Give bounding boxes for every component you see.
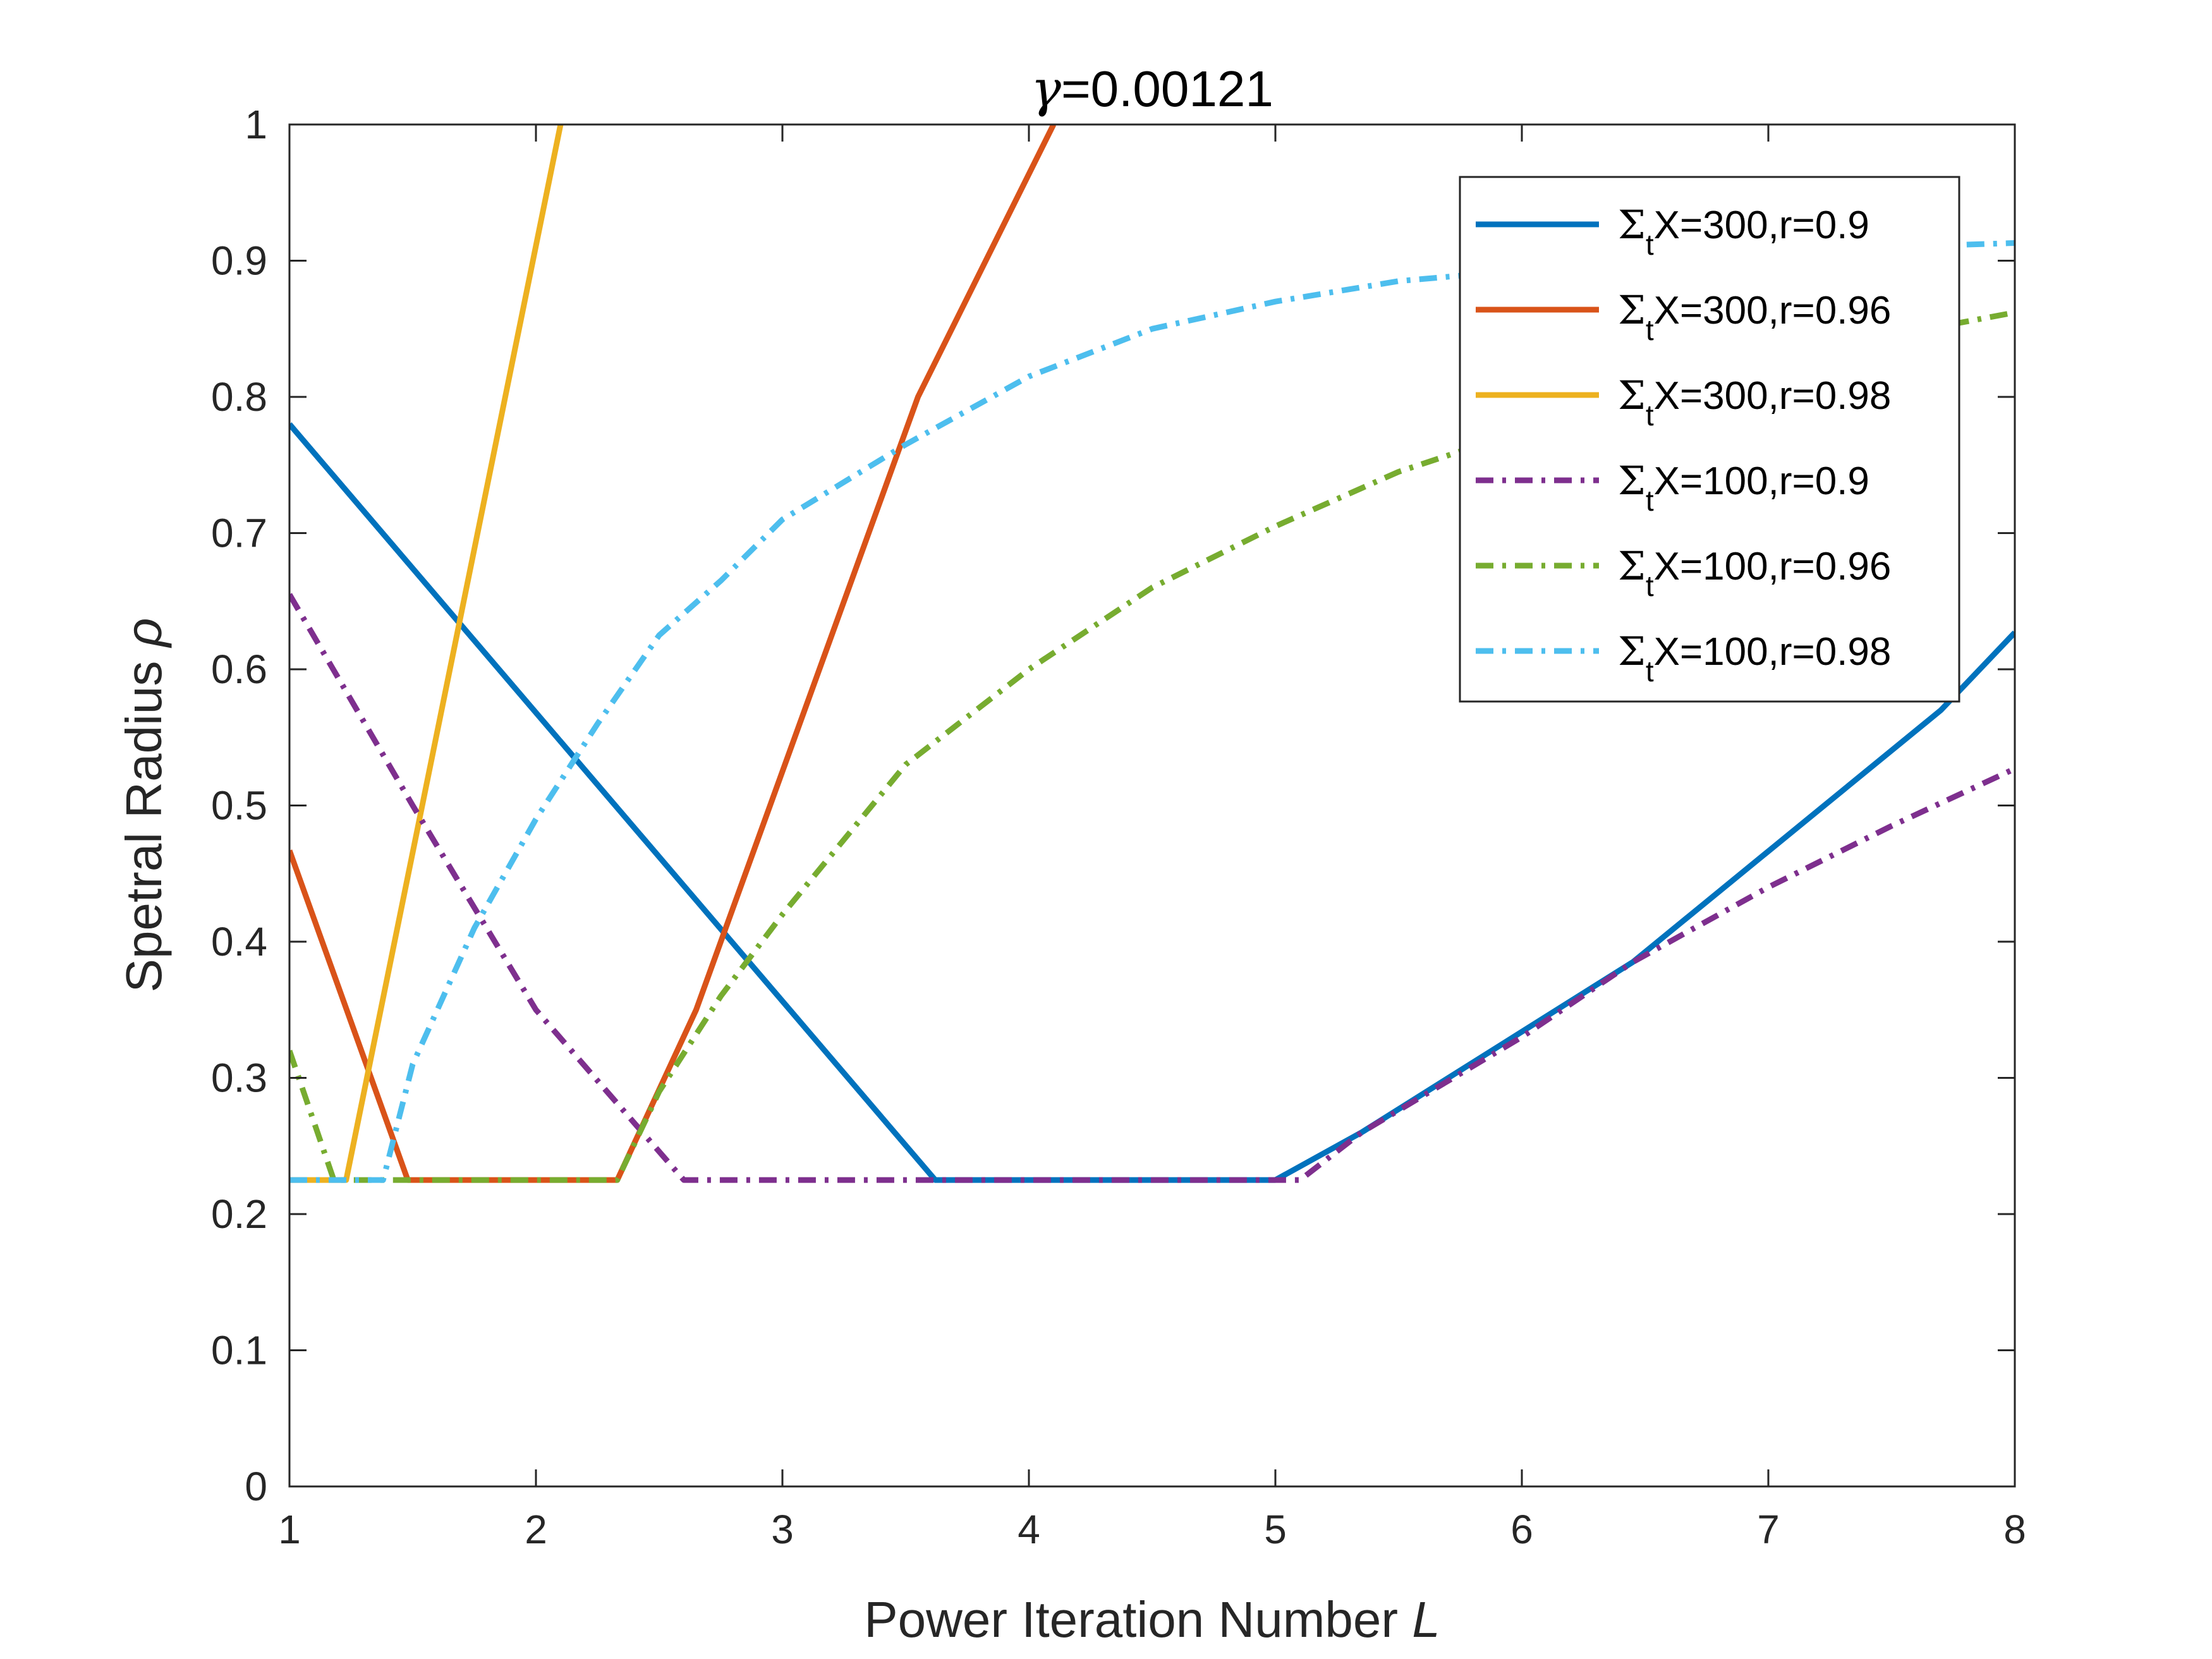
- series-line-4: [289, 593, 2015, 1183]
- y-tick-label: 0.2: [211, 1191, 267, 1237]
- x-tick-label: 2: [525, 1507, 547, 1552]
- legend-label-1: ΣtX=300,r=0.9: [1618, 202, 1869, 261]
- legend-label-6: ΣtX=100,r=0.98: [1618, 628, 1891, 688]
- y-tick-label: 0.7: [211, 511, 267, 556]
- legend: ΣtX=300,r=0.9 ΣtX=300,r=0.96 ΣtX=300,r=0.9…: [1459, 176, 1960, 703]
- axes-ticks: 1 2 3 4 5 6 7 8 0 0.1 0.2 0.3 0.4 0.5 0.6 0.7 0.8 0.9 1: [211, 102, 2026, 1552]
- chart-title: γ=0.00121: [1031, 59, 1273, 118]
- x-tick-label: 1: [278, 1507, 301, 1552]
- series-line-6: [289, 240, 2015, 1183]
- y-tick-label: 0: [245, 1464, 267, 1509]
- x-tick-label: 7: [1757, 1507, 1780, 1552]
- plot-frame: [288, 123, 2016, 1488]
- y-tick-label: 0.5: [211, 783, 267, 829]
- x-tick-label: 4: [1018, 1507, 1040, 1552]
- y-tick-label: 0.3: [211, 1055, 267, 1101]
- x-tick-label: 8: [2003, 1507, 2026, 1552]
- series-line-1: [289, 422, 2015, 1183]
- series-layer: [289, 125, 2015, 1183]
- legend-box: [1459, 176, 1960, 703]
- y-tick-label: 0.1: [211, 1328, 267, 1373]
- y-axis-label: Spetral Radius ρ: [116, 618, 172, 993]
- legend-label-4: ΣtX=100,r=0.9: [1618, 458, 1869, 517]
- y-tick-label: 0.8: [211, 374, 267, 420]
- y-tick-label: 0.4: [211, 919, 267, 964]
- x-tick-label: 3: [771, 1507, 794, 1552]
- x-tick-label: 6: [1510, 1507, 1533, 1552]
- y-tick-label: 0.9: [211, 238, 267, 284]
- x-axis-label: Power Iteration Number L: [864, 1591, 1440, 1648]
- y-tick-label: 0.6: [211, 647, 267, 692]
- legend-items: ΣtX=300,r=0.9 ΣtX=300,r=0.96 ΣtX=300,r=0.9…: [1476, 202, 1891, 688]
- legend-label-5: ΣtX=100,r=0.96: [1618, 543, 1891, 602]
- y-tick-label: 1: [245, 102, 267, 147]
- legend-label-2: ΣtX=300,r=0.96: [1618, 287, 1891, 346]
- legend-label-3: ΣtX=300,r=0.98: [1618, 372, 1891, 432]
- x-tick-label: 5: [1264, 1507, 1287, 1552]
